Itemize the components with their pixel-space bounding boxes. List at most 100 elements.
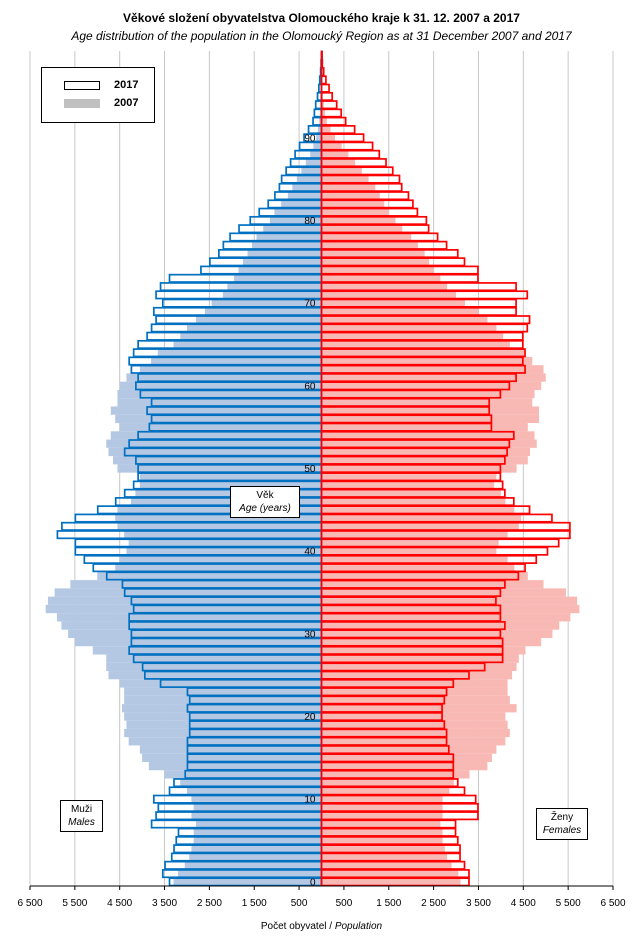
bar-2017-female xyxy=(320,240,448,250)
age-label-en: Age (years) xyxy=(239,503,291,514)
bar-2017-female xyxy=(320,604,502,614)
x-tick-label: 4 500 xyxy=(107,898,132,909)
bar-2007-female xyxy=(321,216,396,225)
bar-2017-female xyxy=(320,323,529,333)
bar-2017-female xyxy=(320,224,430,234)
bar-2017-female xyxy=(320,282,517,292)
bar-2007-female xyxy=(321,770,470,779)
bar-2007-male xyxy=(97,571,322,581)
bar-2007-female xyxy=(321,315,488,324)
bar-2007-female xyxy=(321,133,335,142)
males-label: Muži Males xyxy=(60,800,103,832)
bar-2007-male xyxy=(296,175,322,184)
bar-2017-female xyxy=(320,414,493,424)
bar-2007-male xyxy=(124,687,322,696)
bar-2007-female xyxy=(321,108,326,118)
bar-2017-female xyxy=(320,373,517,383)
bar-2017-female xyxy=(320,67,325,77)
bar-2007-female xyxy=(321,745,497,754)
bar-2007-female xyxy=(321,398,533,407)
bar-2007-male xyxy=(126,373,322,382)
age-label-cz: Věk xyxy=(256,490,274,501)
bar-2007-female xyxy=(321,753,492,762)
bar-2007-male xyxy=(117,505,322,514)
legend-item-2017: 2017 xyxy=(42,78,154,94)
bar-2017-female xyxy=(320,75,327,85)
bar-2007-female xyxy=(321,844,445,853)
bar-2007-female xyxy=(321,199,385,209)
bar-2007-male xyxy=(191,795,322,804)
bar-2007-male xyxy=(256,232,322,242)
bar-2017-female xyxy=(320,554,538,564)
bar-2017-female xyxy=(320,480,504,490)
bar-2007-female xyxy=(321,662,517,672)
bar-2007-female xyxy=(321,299,466,308)
bar-2007-male xyxy=(45,604,322,614)
bar-2007-male xyxy=(119,381,322,390)
bar-2007-male xyxy=(263,224,322,233)
bar-2007-female xyxy=(321,414,540,424)
bar-2017-female xyxy=(320,802,479,812)
bar-2017-female xyxy=(320,83,330,93)
bar-2007-male xyxy=(316,133,322,142)
bar-2007-female xyxy=(321,356,533,366)
bar-2007-male xyxy=(234,274,322,283)
bar-2017-female xyxy=(320,736,448,746)
bar-2007-female xyxy=(321,158,356,167)
bar-2007-male xyxy=(117,522,322,531)
bar-2007-female xyxy=(321,447,531,457)
bar-2007-male xyxy=(301,166,322,176)
bar-2007-male xyxy=(251,241,322,250)
bar-2007-female xyxy=(321,761,488,771)
bar-2017-female xyxy=(320,869,470,879)
bar-2007-female xyxy=(321,819,441,829)
bar-2017-female xyxy=(320,364,526,374)
bar-2007-female xyxy=(321,877,461,886)
bar-2017-female xyxy=(320,455,506,465)
bar-2007-male xyxy=(287,191,322,200)
bar-2007-female xyxy=(321,538,499,548)
age-axis: 0 10 20 30 40 50 60 70 80 90 xyxy=(304,133,316,888)
bar-2017-female xyxy=(320,290,529,300)
bar-2017-female xyxy=(320,745,450,755)
bar-2017-female xyxy=(320,298,517,308)
bar-2007-female xyxy=(321,340,510,349)
bar-2007-female xyxy=(321,563,515,572)
bar-2017-female xyxy=(320,645,504,655)
bar-2007-female xyxy=(321,406,540,415)
bar-2017-female xyxy=(320,778,459,788)
bar-2017-female xyxy=(320,720,446,730)
bar-2007-male xyxy=(112,456,322,465)
x-tick-label: 6 500 xyxy=(600,898,625,909)
legend-label-2017: 2017 xyxy=(114,79,139,91)
bar-2007-male xyxy=(128,737,322,746)
bar-2017-female xyxy=(320,811,479,821)
bar-2007-female xyxy=(321,720,508,729)
bar-2017-female xyxy=(320,306,517,316)
bar-2017-female xyxy=(320,207,419,217)
bar-2017-female xyxy=(320,182,403,192)
bar-2007-male xyxy=(121,704,322,713)
legend-swatch-2017 xyxy=(64,81,100,90)
bar-2017-female xyxy=(320,315,531,325)
bar-2017-female xyxy=(320,538,560,548)
bar-2007-female xyxy=(321,695,510,705)
bar-2007-female xyxy=(321,232,412,242)
bar-2007-male xyxy=(54,588,322,597)
bar-2007-female xyxy=(321,795,443,804)
bar-2007-male xyxy=(180,778,322,787)
bar-2007-female xyxy=(321,381,542,390)
bar-2017-female xyxy=(320,356,524,366)
bar-2007-female xyxy=(321,613,571,622)
bar-2007-male xyxy=(61,621,322,630)
bar-2007-female xyxy=(321,439,537,448)
males-label-cz: Muži xyxy=(70,804,93,815)
bar-2017-female xyxy=(320,348,526,358)
bar-2007-female xyxy=(321,265,434,275)
bar-2007-female xyxy=(321,348,526,357)
bar-2017-female xyxy=(320,141,374,151)
legend-item-2007: 2007 xyxy=(42,96,154,112)
bar-2007-female xyxy=(321,861,452,870)
age-tick-label: 60 xyxy=(304,381,316,392)
